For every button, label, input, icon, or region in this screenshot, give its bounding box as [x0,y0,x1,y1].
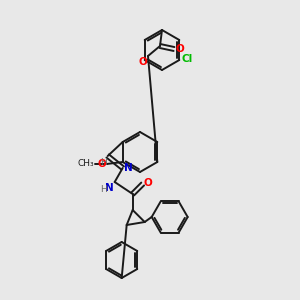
Text: H: H [100,158,107,167]
Text: O: O [175,44,184,54]
Text: O: O [144,178,152,188]
Text: H: H [100,185,107,194]
Text: O: O [98,159,107,169]
Text: N: N [105,183,114,193]
Text: CH₃: CH₃ [77,160,94,169]
Text: O: O [138,57,147,67]
Text: N: N [124,163,132,173]
Text: Cl: Cl [181,54,193,64]
